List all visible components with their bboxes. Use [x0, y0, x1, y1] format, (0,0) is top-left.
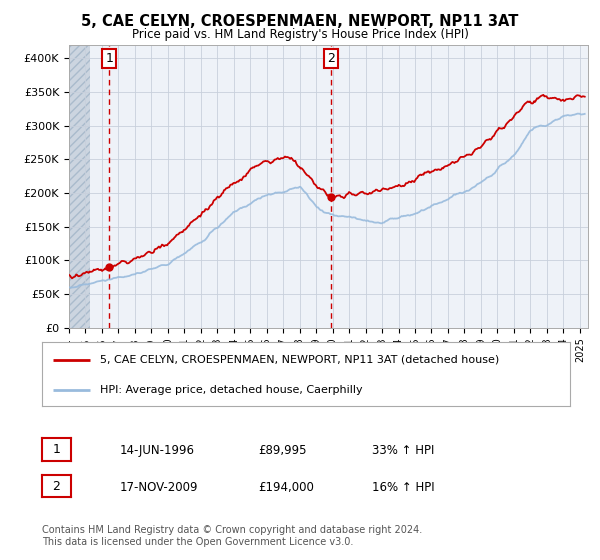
- Text: 5, CAE CELYN, CROESPENMAEN, NEWPORT, NP11 3AT: 5, CAE CELYN, CROESPENMAEN, NEWPORT, NP1…: [82, 14, 518, 29]
- Text: 5, CAE CELYN, CROESPENMAEN, NEWPORT, NP11 3AT (detached house): 5, CAE CELYN, CROESPENMAEN, NEWPORT, NP1…: [100, 354, 499, 365]
- Text: 16% ↑ HPI: 16% ↑ HPI: [372, 480, 434, 494]
- Text: 2: 2: [327, 52, 335, 65]
- Text: 33% ↑ HPI: 33% ↑ HPI: [372, 444, 434, 458]
- Text: 1: 1: [52, 443, 61, 456]
- Text: £194,000: £194,000: [258, 480, 314, 494]
- Text: 2: 2: [52, 479, 61, 493]
- Text: Contains HM Land Registry data © Crown copyright and database right 2024.
This d: Contains HM Land Registry data © Crown c…: [42, 525, 422, 547]
- Text: 14-JUN-1996: 14-JUN-1996: [120, 444, 195, 458]
- Text: HPI: Average price, detached house, Caerphilly: HPI: Average price, detached house, Caer…: [100, 385, 363, 395]
- Text: 1: 1: [106, 52, 113, 65]
- Text: 17-NOV-2009: 17-NOV-2009: [120, 480, 199, 494]
- Text: £89,995: £89,995: [258, 444, 307, 458]
- Text: Price paid vs. HM Land Registry's House Price Index (HPI): Price paid vs. HM Land Registry's House …: [131, 28, 469, 41]
